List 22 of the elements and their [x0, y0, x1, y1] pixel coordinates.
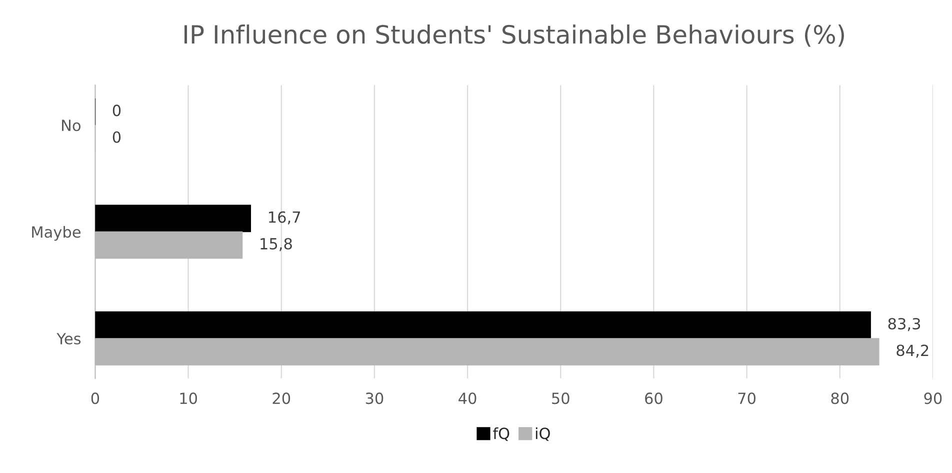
data-label: 15,8 [260, 238, 292, 252]
data-label: 0 [112, 131, 121, 143]
y-tick-label: No [62, 120, 80, 132]
x-tick-label: 70 [738, 392, 756, 404]
legend-label: iQ [536, 427, 550, 441]
data-label: 16,7 [268, 211, 300, 224]
x-tick-label: 60 [645, 392, 662, 404]
x-tick-label: 0 [91, 392, 100, 404]
data-label: 83,3 [888, 318, 920, 332]
x-tick-label: 40 [458, 392, 476, 404]
y-tick-label: Yes [56, 333, 81, 344]
chart-title: IP Influence on Students' Sustainable Behaviours (%) [184, 24, 844, 47]
legend-label: fQ [493, 427, 510, 441]
data-label: 0 [112, 104, 121, 116]
x-tick-label: 30 [366, 392, 384, 404]
x-tick-label: 80 [831, 392, 849, 404]
x-tick-label: 90 [924, 392, 942, 404]
x-tick-label: 50 [552, 392, 570, 404]
x-tick-label: 20 [272, 392, 290, 404]
y-tick-label: Maybe [32, 226, 80, 241]
data-label: 84,2 [896, 344, 928, 358]
x-tick-label: 10 [180, 392, 197, 404]
